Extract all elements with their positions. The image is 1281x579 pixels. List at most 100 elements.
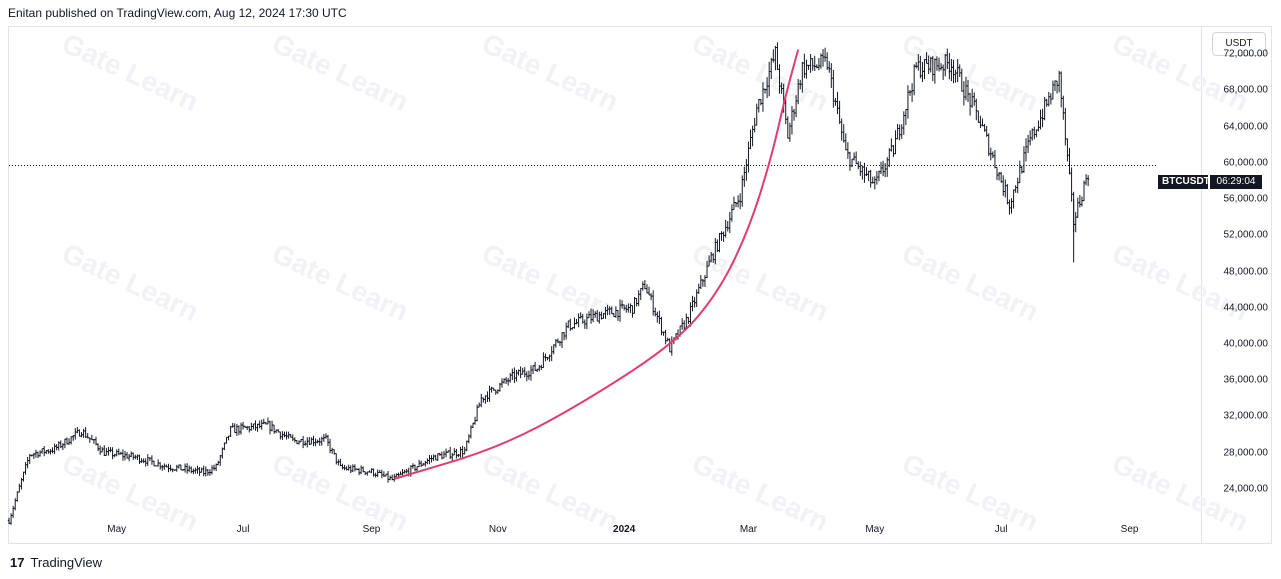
candle [1084,174,1088,186]
candle [26,456,29,469]
candle [823,47,827,62]
candle [163,463,166,470]
candle [997,171,1001,181]
candle [813,55,816,72]
candle [1035,129,1038,138]
candle [9,513,13,525]
candle [633,297,636,314]
candle [98,445,102,455]
candle [22,471,25,482]
candle [270,420,274,432]
candle [266,417,270,425]
candle [113,453,116,458]
candle [258,420,261,429]
candle [63,438,67,449]
candle [500,378,504,388]
candle [477,402,481,408]
candle [368,470,371,473]
candle [504,377,508,384]
candle [863,162,866,183]
candle [204,466,207,477]
candle [544,353,547,362]
candle [413,464,417,472]
candle [554,339,558,348]
candle [502,378,506,384]
candle [132,452,135,460]
candle [1064,107,1067,146]
candle [378,469,381,473]
candle [1043,96,1046,121]
candle [53,443,56,455]
candle [973,92,976,106]
candle [287,431,290,439]
candle [1057,70,1061,93]
time-tick-label: Sep [362,524,381,535]
candle [161,464,164,471]
footer-brand[interactable]: 17 TradingView [10,552,102,572]
candle [291,434,294,441]
candle [734,202,738,208]
candle [380,469,384,479]
candle [1041,108,1044,128]
price-axis[interactable] [1201,26,1272,544]
candle [552,344,555,355]
candle [285,431,288,440]
candle [142,458,145,464]
price-tick-label: 64,000.00 [1223,121,1269,133]
candle [432,454,435,462]
watermark-text: Gate Learn [267,237,413,327]
candle [318,437,321,446]
candle [908,89,912,96]
candle [680,318,684,330]
candle [246,426,249,431]
candle [906,85,910,119]
candle [886,157,889,177]
candle [506,377,510,386]
candle [185,463,189,474]
candle [262,418,265,425]
candle [140,458,143,463]
price-tick-label: 40,000.00 [1223,338,1269,350]
candle [69,436,73,445]
candle [351,464,355,473]
candle [647,286,651,296]
candle [749,129,752,150]
candle [480,393,483,408]
candle [699,275,703,290]
candle [817,57,821,71]
candle [134,454,137,460]
candle [854,151,858,165]
price-tick-label: 52,000.00 [1223,229,1269,241]
parabolic-curve-annotation[interactable] [393,49,800,480]
candle [49,448,52,455]
candle [645,284,649,294]
currency-button[interactable]: USDT [1212,32,1266,56]
candle [1055,80,1059,94]
candle [165,464,168,468]
candle [353,464,357,472]
candle [471,422,475,429]
candle [546,356,549,361]
candle [117,448,120,456]
watermark-text: Gate Learn [687,237,833,327]
candle [484,395,487,404]
candle [303,440,307,446]
candle [511,368,514,381]
candle [217,460,220,466]
candle [697,283,700,294]
candle [529,365,533,381]
candle [347,464,350,471]
candle [92,438,96,444]
candle [78,429,81,437]
candle [136,454,139,461]
candle [183,463,187,473]
candle [281,431,284,440]
candle [274,429,278,434]
candle [386,470,390,483]
candle [968,92,972,116]
candle [330,447,334,454]
candle [339,458,342,467]
candle [455,448,458,459]
candle [47,449,50,454]
